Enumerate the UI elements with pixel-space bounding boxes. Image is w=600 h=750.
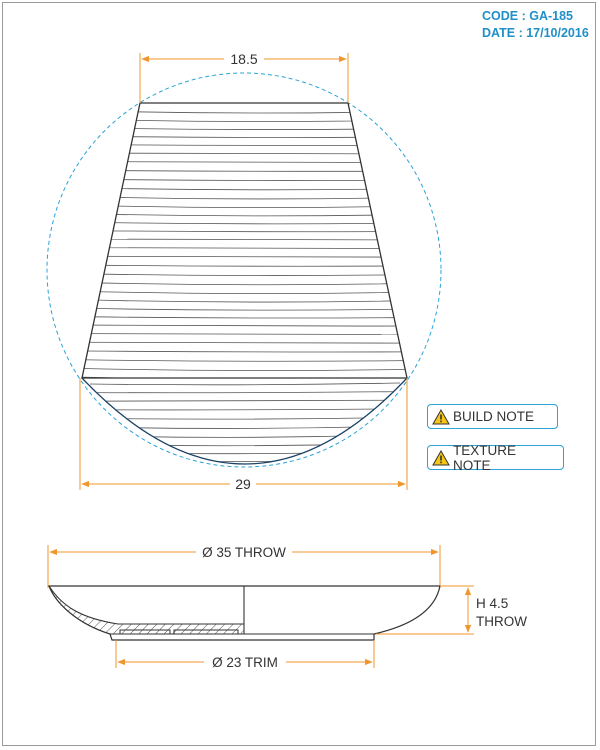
texture-line [82,169,407,172]
texture-line [82,290,407,295]
texture-line [89,391,401,394]
bottom-width-label: 29 [235,476,251,492]
texture-line [82,341,407,344]
texture-line [89,408,401,411]
texture-line [89,442,401,447]
texture-line [82,264,407,267]
texture-line [89,451,401,455]
texture-line [82,273,407,276]
texture-line [82,307,407,311]
height-label-line2: THROW [476,614,527,629]
warning-icon [432,408,450,425]
build-note-label: BUILD NOTE [453,409,535,424]
guide-circle [46,72,442,468]
foot-ring-left [119,629,171,634]
texture-line [82,367,407,371]
texture-note-button[interactable]: TEXTURE NOTE [427,442,564,473]
texture-lines-lower [89,382,401,463]
texture-line [82,126,407,130]
foot-ring-mid [173,629,239,634]
build-note-button[interactable]: BUILD NOTE [427,404,558,429]
texture-line [82,187,407,191]
dish-section-hatch [49,586,244,634]
dish-inner-surface [48,585,244,625]
texture-line [82,281,407,286]
texture-line [82,178,407,181]
texture-line [82,324,407,327]
title-block: CODE : GA-185 DATE : 17/10/2016 [482,8,589,42]
height-label-line1: H 4.5 [476,596,508,611]
texture-note-label: TEXTURE NOTE [453,442,517,473]
warning-icon [432,449,450,466]
texture-line [82,161,407,163]
texture-line [89,417,401,420]
texture-line [82,298,407,303]
texture-line [82,333,407,335]
trim-diameter-label: Ø 23 TRIM [212,655,278,670]
date-label: DATE : 17/10/2016 [482,26,589,40]
top-width-label: 18.5 [230,51,257,67]
tapered-outline [81,102,408,379]
texture-line [82,152,407,155]
texture-line [89,399,401,402]
texture-lines [82,109,407,378]
texture-line [82,144,407,146]
texture-line [82,350,407,353]
texture-line [89,382,401,386]
texture-line [82,230,407,233]
texture-line [82,247,407,249]
texture-line [89,460,401,463]
texture-line [82,135,407,138]
texture-line [82,255,407,258]
texture-line [82,212,407,217]
code-label: CODE : GA-185 [482,9,573,23]
texture-line [82,316,407,319]
texture-line [82,204,407,209]
texture-line [82,359,407,362]
throw-diameter-label: Ø 35 THROW [202,545,286,560]
texture-line [82,195,407,200]
texture-line [82,238,407,241]
texture-line [82,109,407,114]
bowl-base-arc [81,377,408,465]
